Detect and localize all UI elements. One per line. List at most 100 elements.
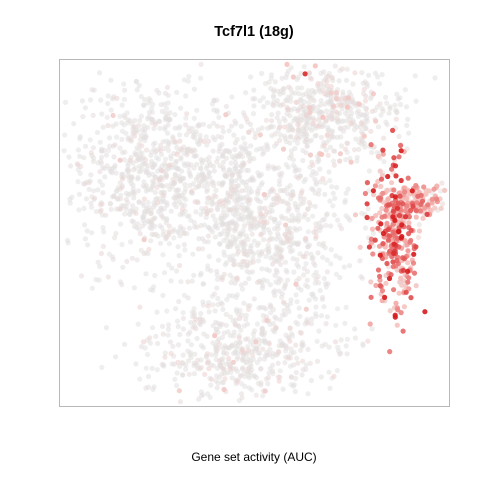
scatter-point [121,157,127,163]
scatter-point [360,112,366,118]
scatter-point [195,183,201,189]
scatter-point [87,137,93,143]
scatter-point [122,87,128,93]
scatter-point [160,292,166,298]
scatter-point [208,268,214,274]
scatter-point [194,335,200,342]
scatter-point [226,149,232,155]
scatter-point [188,342,194,348]
scatter-point [315,191,322,197]
scatter-point [362,98,369,104]
scatter-point [277,137,283,143]
scatter-point [233,340,239,346]
scatter-point [135,188,141,194]
scatter-point [401,256,407,262]
scatter-point [299,85,305,91]
scatter-point [369,215,375,221]
scatter-point [176,388,182,394]
scatter-point [421,184,427,190]
scatter-point [168,350,174,357]
scatter-point [383,280,389,286]
scatter-point [380,190,386,196]
scatter-point [150,178,156,184]
scatter-point [146,246,152,252]
scatter-point [220,129,226,135]
scatter-point [395,96,401,102]
scatter-point [110,256,116,262]
scatter-point [257,173,263,179]
scatter-point [122,114,128,120]
scatter-point [311,229,317,235]
scatter-point [288,297,294,303]
scatter-point [320,243,326,249]
scatter-point [321,304,327,310]
scatter-point [75,179,81,185]
scatter-point [183,366,189,372]
scatter-point [391,250,397,256]
scatter-point [107,135,113,141]
scatter-point [145,200,151,206]
scatter-point [76,191,82,197]
scatter-point [177,399,183,405]
scatter-point [99,182,105,188]
scatter-point [294,241,300,247]
scatter-point [375,124,382,130]
scatter-point [227,194,233,200]
scatter-point [348,159,354,165]
scatter-point [220,345,226,351]
scatter-point [350,81,356,87]
scatter-point [439,180,445,186]
scatter-point [164,308,170,314]
scatter-point [259,330,265,336]
scatter-point [221,271,227,277]
scatter-point [318,102,324,108]
scatter-point [245,167,252,174]
scatter-point [330,203,336,209]
scatter-point [62,132,68,138]
scatter-point [394,267,400,273]
scatter-point [304,136,310,143]
scatter-point [91,188,97,194]
scatter-point [194,224,200,230]
scatter-point [305,206,311,212]
scatter-point [398,310,404,316]
scatter-point [376,243,383,249]
scatter-point [253,339,259,345]
scatter-point [363,93,369,99]
scatter-point [241,246,247,253]
scatter-point [163,114,169,121]
scatter-point [148,211,154,217]
scatter-point [213,352,219,358]
scatter-point [309,316,315,322]
scatter-point [231,132,237,138]
scatter-point [313,313,319,319]
scatter-point [296,275,302,282]
scatter-point [173,158,179,164]
scatter-point [348,120,354,126]
scatter-point [359,210,365,216]
scatter-point [307,152,314,158]
scatter-point [220,306,226,312]
scatter-point [328,90,334,96]
scatter-point [101,147,107,153]
scatter-point [440,201,446,207]
scatter-point [113,170,119,176]
scatter-point [314,338,320,344]
scatter-point [379,288,386,294]
scatter-point [301,265,307,272]
scatter-point [150,325,156,331]
scatter-point [198,270,204,276]
scatter-point [425,202,431,208]
scatter-point [221,386,227,393]
scatter-point [159,361,165,367]
scatter-point [174,188,180,194]
scatter-point [204,351,210,357]
scatter-point [338,96,345,102]
scatter-point [368,142,374,148]
scatter-point [97,169,103,175]
scatter-point [141,196,147,202]
scatter-point [310,169,316,175]
scatter-point [280,146,287,152]
scatter-point [201,138,207,144]
scatter-point [175,166,181,172]
